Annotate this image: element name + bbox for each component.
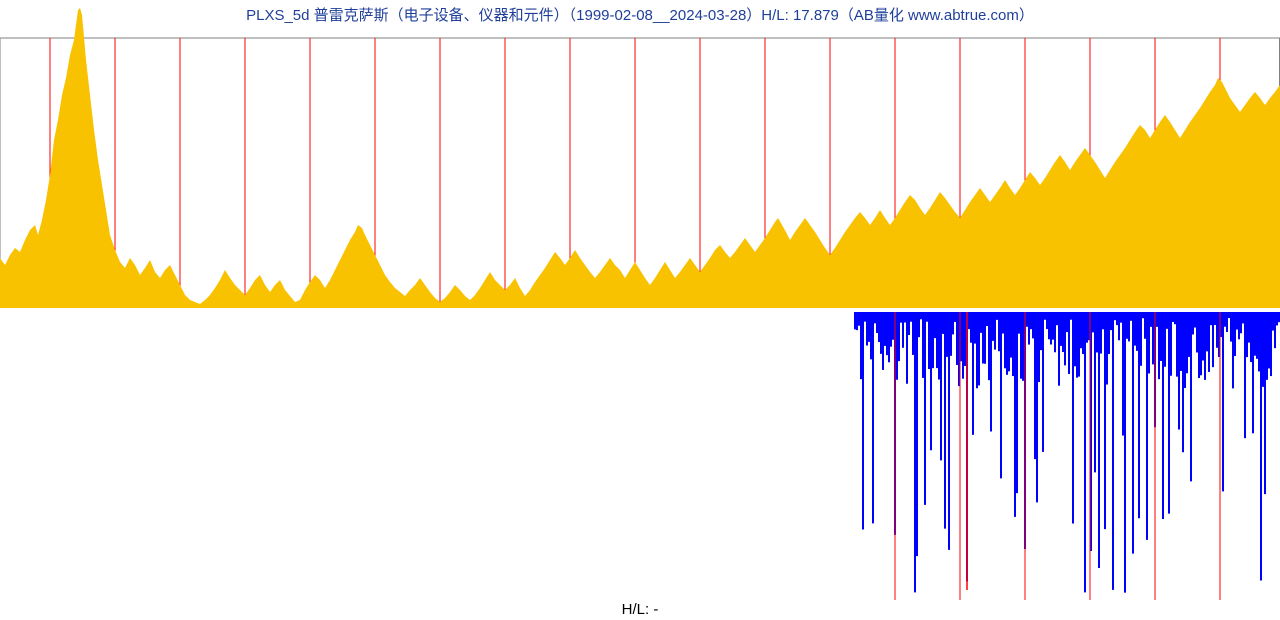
chart-footer: H/L: - — [0, 601, 1280, 618]
price-volume-chart — [0, 0, 1280, 620]
